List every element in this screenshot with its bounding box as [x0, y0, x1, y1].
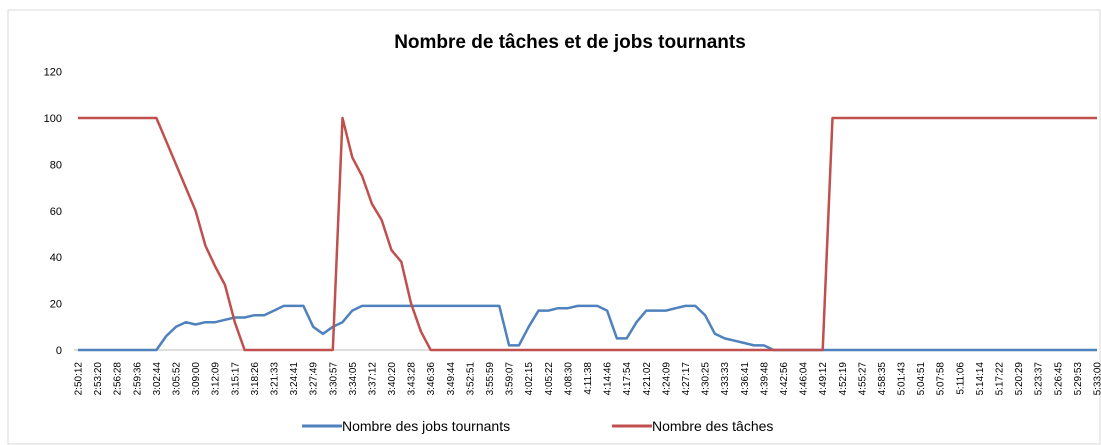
x-tick-label: 3:34:05: [348, 362, 359, 396]
chart-title: Nombre de tâches et de jobs tournants: [394, 32, 746, 53]
x-tick-label: 4:05:22: [544, 362, 555, 396]
x-tick-label: 3:27:49: [309, 362, 320, 396]
y-tick-label: 0: [56, 345, 62, 357]
x-tick-label: 3:21:33: [269, 362, 280, 396]
x-tick-label: 3:59:07: [505, 362, 516, 396]
y-tick-label: 80: [50, 159, 62, 171]
x-tick-label: 3:24:41: [289, 362, 300, 396]
legend-label: Nombre des tâches: [652, 418, 773, 434]
x-tick-label: 3:52:51: [465, 362, 476, 396]
series-line: [78, 116, 1097, 352]
x-tick-label: 4:39:48: [759, 362, 770, 396]
x-tick-label: 3:02:44: [152, 362, 163, 396]
x-tick-label: 4:55:27: [857, 362, 868, 396]
x-tick-label: 3:09:00: [191, 362, 202, 396]
x-tick-label: 5:26:45: [1053, 362, 1064, 396]
x-tick-label: 4:46:04: [799, 362, 810, 396]
x-tick-label: 4:33:33: [720, 362, 731, 396]
x-tick-label: 5:23:37: [1034, 362, 1045, 396]
x-tick-label: 2:56:28: [113, 362, 124, 396]
x-tick-label: 3:43:28: [407, 362, 418, 396]
x-tick-label: 5:01:43: [897, 362, 908, 396]
x-tick-label: 2:53:20: [93, 362, 104, 396]
x-tick-label: 3:40:20: [387, 362, 398, 396]
x-tick-label: 4:14:46: [603, 362, 614, 396]
x-tick-label: 4:21:02: [642, 362, 653, 396]
x-tick-label: 5:33:00: [1093, 362, 1101, 396]
y-tick-label: 40: [50, 252, 62, 264]
x-tick-label: 3:30:57: [328, 362, 339, 396]
y-tick-label: 20: [50, 299, 62, 311]
x-tick-label: 4:08:30: [563, 362, 574, 396]
x-tick-label: 5:07:58: [936, 362, 947, 396]
x-tick-label: 2:59:36: [132, 362, 143, 396]
x-tick-label: 2:50:12: [74, 362, 85, 396]
x-tick-label: 5:20:29: [1014, 362, 1025, 396]
y-tick-label: 100: [44, 113, 62, 125]
x-tick-label: 3:12:09: [211, 362, 222, 396]
x-tick-label: 5:17:22: [995, 362, 1006, 396]
legend-label: Nombre des jobs tournants: [342, 418, 510, 434]
x-tick-label: 4:11:38: [583, 362, 594, 395]
x-tick-label: 3:46:36: [426, 362, 437, 396]
series-line: [78, 304, 1097, 352]
x-tick-label: 3:18:26: [250, 362, 261, 396]
x-tick-label: 4:42:56: [779, 362, 790, 396]
x-tick-label: 3:15:17: [230, 362, 241, 396]
x-tick-label: 4:02:15: [524, 362, 535, 396]
x-tick-label: 5:14:14: [975, 362, 986, 396]
x-tick-label: 4:36:41: [740, 362, 751, 396]
x-tick-label: 4:49:12: [818, 362, 829, 396]
x-tick-label: 4:17:54: [622, 362, 633, 396]
x-tick-label: 5:11:06: [955, 362, 966, 395]
x-tick-label: 4:52:19: [838, 362, 849, 396]
x-tick-label: 3:05:52: [171, 362, 182, 396]
y-tick-label: 60: [50, 206, 62, 218]
x-tick-label: 3:37:12: [367, 362, 378, 396]
x-tick-label: 3:55:59: [485, 362, 496, 396]
x-tick-label: 4:27:17: [681, 362, 692, 396]
chart-frame: [7, 9, 1101, 445]
y-tick-label: 120: [44, 67, 62, 79]
x-tick-label: 3:49:44: [446, 362, 457, 396]
x-tick-label: 5:29:53: [1073, 362, 1084, 396]
x-tick-label: 4:30:25: [701, 362, 712, 396]
x-tick-label: 4:58:35: [877, 362, 888, 396]
x-tick-label: 4:24:09: [661, 362, 672, 396]
x-tick-label: 5:04:51: [916, 362, 927, 396]
